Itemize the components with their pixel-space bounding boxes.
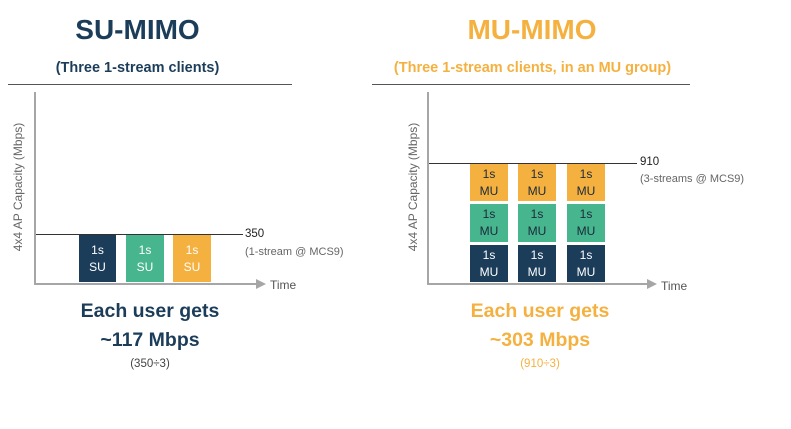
mu-col2-mid-line1: 1s xyxy=(530,207,544,221)
su-bar-2: 1s SU xyxy=(126,235,164,282)
mu-x-axis xyxy=(427,283,647,285)
mu-col3-bottom: 1s MU xyxy=(567,245,605,282)
mu-title: MU-MIMO xyxy=(467,14,597,45)
mu-title-rule xyxy=(372,84,690,85)
su-time-label: Time xyxy=(270,278,297,292)
su-bar-1: 1s SU xyxy=(79,235,116,282)
mu-col3-mid-line2: MU xyxy=(576,224,596,238)
mu-col2-bottom-line1: 1s xyxy=(530,247,544,262)
mu-col1-top-line2: MU xyxy=(479,183,499,198)
su-capacity-note: (1-stream @ MCS9) xyxy=(245,246,344,258)
mu-capacity-line xyxy=(429,163,637,164)
su-bar-1-line2: SU xyxy=(89,259,106,274)
mu-col2-top-line1: 1s xyxy=(530,166,544,181)
mu-col3-bottom-line1: 1s xyxy=(579,247,593,262)
mu-col2-bottom-line2: MU xyxy=(527,264,547,279)
mu-y-axis xyxy=(427,92,429,285)
su-capacity-value: 350 xyxy=(245,228,265,240)
su-capacity-line xyxy=(36,234,243,235)
su-x-axis-arrow xyxy=(256,279,266,289)
mu-col3-top-line2: MU xyxy=(576,183,596,198)
su-summary-line2: ~117 Mbps xyxy=(100,329,200,351)
su-title: SU-MIMO xyxy=(75,14,200,45)
mu-col2-top: 1s MU xyxy=(518,164,556,201)
su-bar-2-line2: SU xyxy=(136,259,154,274)
mu-subtitle: (Three 1-stream clients, in an MU group) xyxy=(393,60,672,76)
su-bar-3-line2: SU xyxy=(183,259,201,274)
su-x-axis xyxy=(34,283,256,285)
mu-col1-mid-line1: 1s xyxy=(482,207,496,221)
mu-col1-top-line1: 1s xyxy=(482,166,496,181)
mu-col3-bottom-line2: MU xyxy=(576,264,596,279)
mu-col1-bottom-line1: 1s xyxy=(482,247,496,262)
mu-col1-mid: 1s MU xyxy=(470,204,508,242)
mu-x-axis-arrow xyxy=(647,279,657,289)
mu-capacity-note: (3-streams @ MCS9) xyxy=(640,173,745,185)
su-bar-2-line1: 1s xyxy=(138,242,152,257)
mu-col2-bottom: 1s MU xyxy=(518,245,556,282)
su-bar-1-line1: 1s xyxy=(91,242,104,257)
mu-summary-line2: ~303 Mbps xyxy=(489,329,591,351)
mu-col3-mid-line1: 1s xyxy=(579,207,593,221)
su-title-rule xyxy=(8,84,292,85)
su-bar-3-line1: 1s xyxy=(185,242,199,257)
mu-capacity-value: 910 xyxy=(640,156,660,168)
mu-col1-bottom-line2: MU xyxy=(479,264,499,279)
mu-summary-note: (910÷3) xyxy=(520,358,560,370)
mu-col2-mid-line2: MU xyxy=(527,224,547,238)
su-summary-note: (350÷3) xyxy=(130,358,170,370)
su-summary-line1: Each user gets xyxy=(80,300,220,322)
mu-col1-top: 1s MU xyxy=(470,164,508,201)
mu-col3-top-line1: 1s xyxy=(579,166,593,181)
mu-col2-top-line2: MU xyxy=(527,183,547,198)
su-subtitle: (Three 1-stream clients) xyxy=(55,60,220,76)
mu-col3-top: 1s MU xyxy=(567,164,605,201)
su-y-axis-label: 4x4 AP Capacity (Mbps) xyxy=(11,122,25,252)
mu-col1-mid-line2: MU xyxy=(479,224,499,238)
mu-col2-mid: 1s MU xyxy=(518,204,556,242)
su-bar-3: 1s SU xyxy=(173,235,211,282)
mu-col3-mid: 1s MU xyxy=(567,204,605,242)
mu-time-label: Time xyxy=(661,279,688,293)
mu-col1-bottom: 1s MU xyxy=(470,245,508,282)
mu-summary-line1: Each user gets xyxy=(470,300,610,322)
su-y-axis xyxy=(34,92,36,285)
mu-y-axis-label: 4x4 AP Capacity (Mbps) xyxy=(406,122,420,252)
